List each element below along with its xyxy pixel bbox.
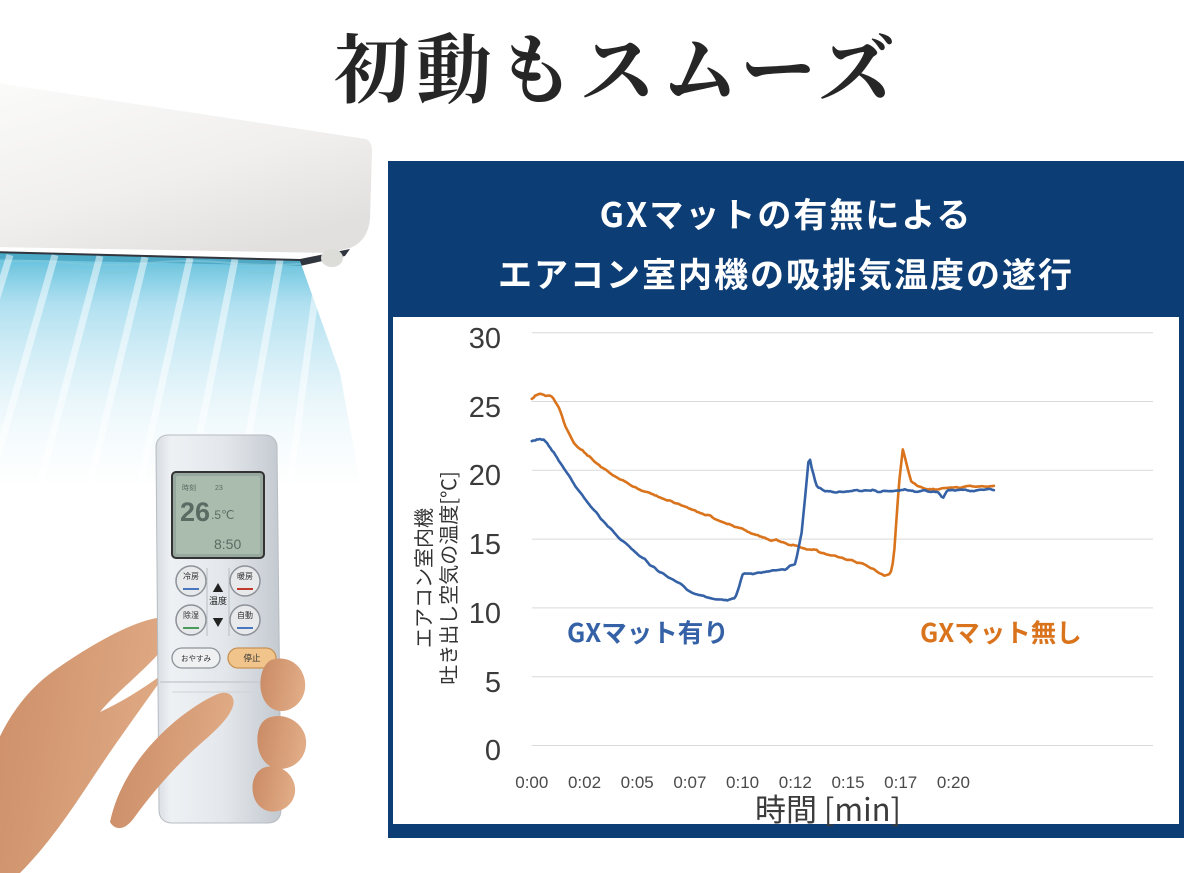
svg-text:自動: 自動 — [237, 610, 253, 621]
svg-text:おやすみ: おやすみ — [181, 653, 211, 664]
svg-text:.5℃: .5℃ — [211, 508, 234, 522]
svg-text:23: 23 — [215, 485, 223, 492]
svg-text:26: 26 — [180, 497, 210, 527]
svg-text:冷房: 冷房 — [183, 571, 199, 582]
svg-text:▼: ▼ — [213, 614, 224, 630]
svg-text:8:50: 8:50 — [214, 536, 241, 552]
svg-text:時刻: 時刻 — [182, 483, 196, 492]
svg-text:除湿: 除湿 — [183, 610, 199, 621]
svg-text:停止: 停止 — [243, 652, 261, 664]
svg-text:暖房: 暖房 — [237, 571, 253, 582]
svg-text:温度: 温度 — [209, 594, 227, 607]
